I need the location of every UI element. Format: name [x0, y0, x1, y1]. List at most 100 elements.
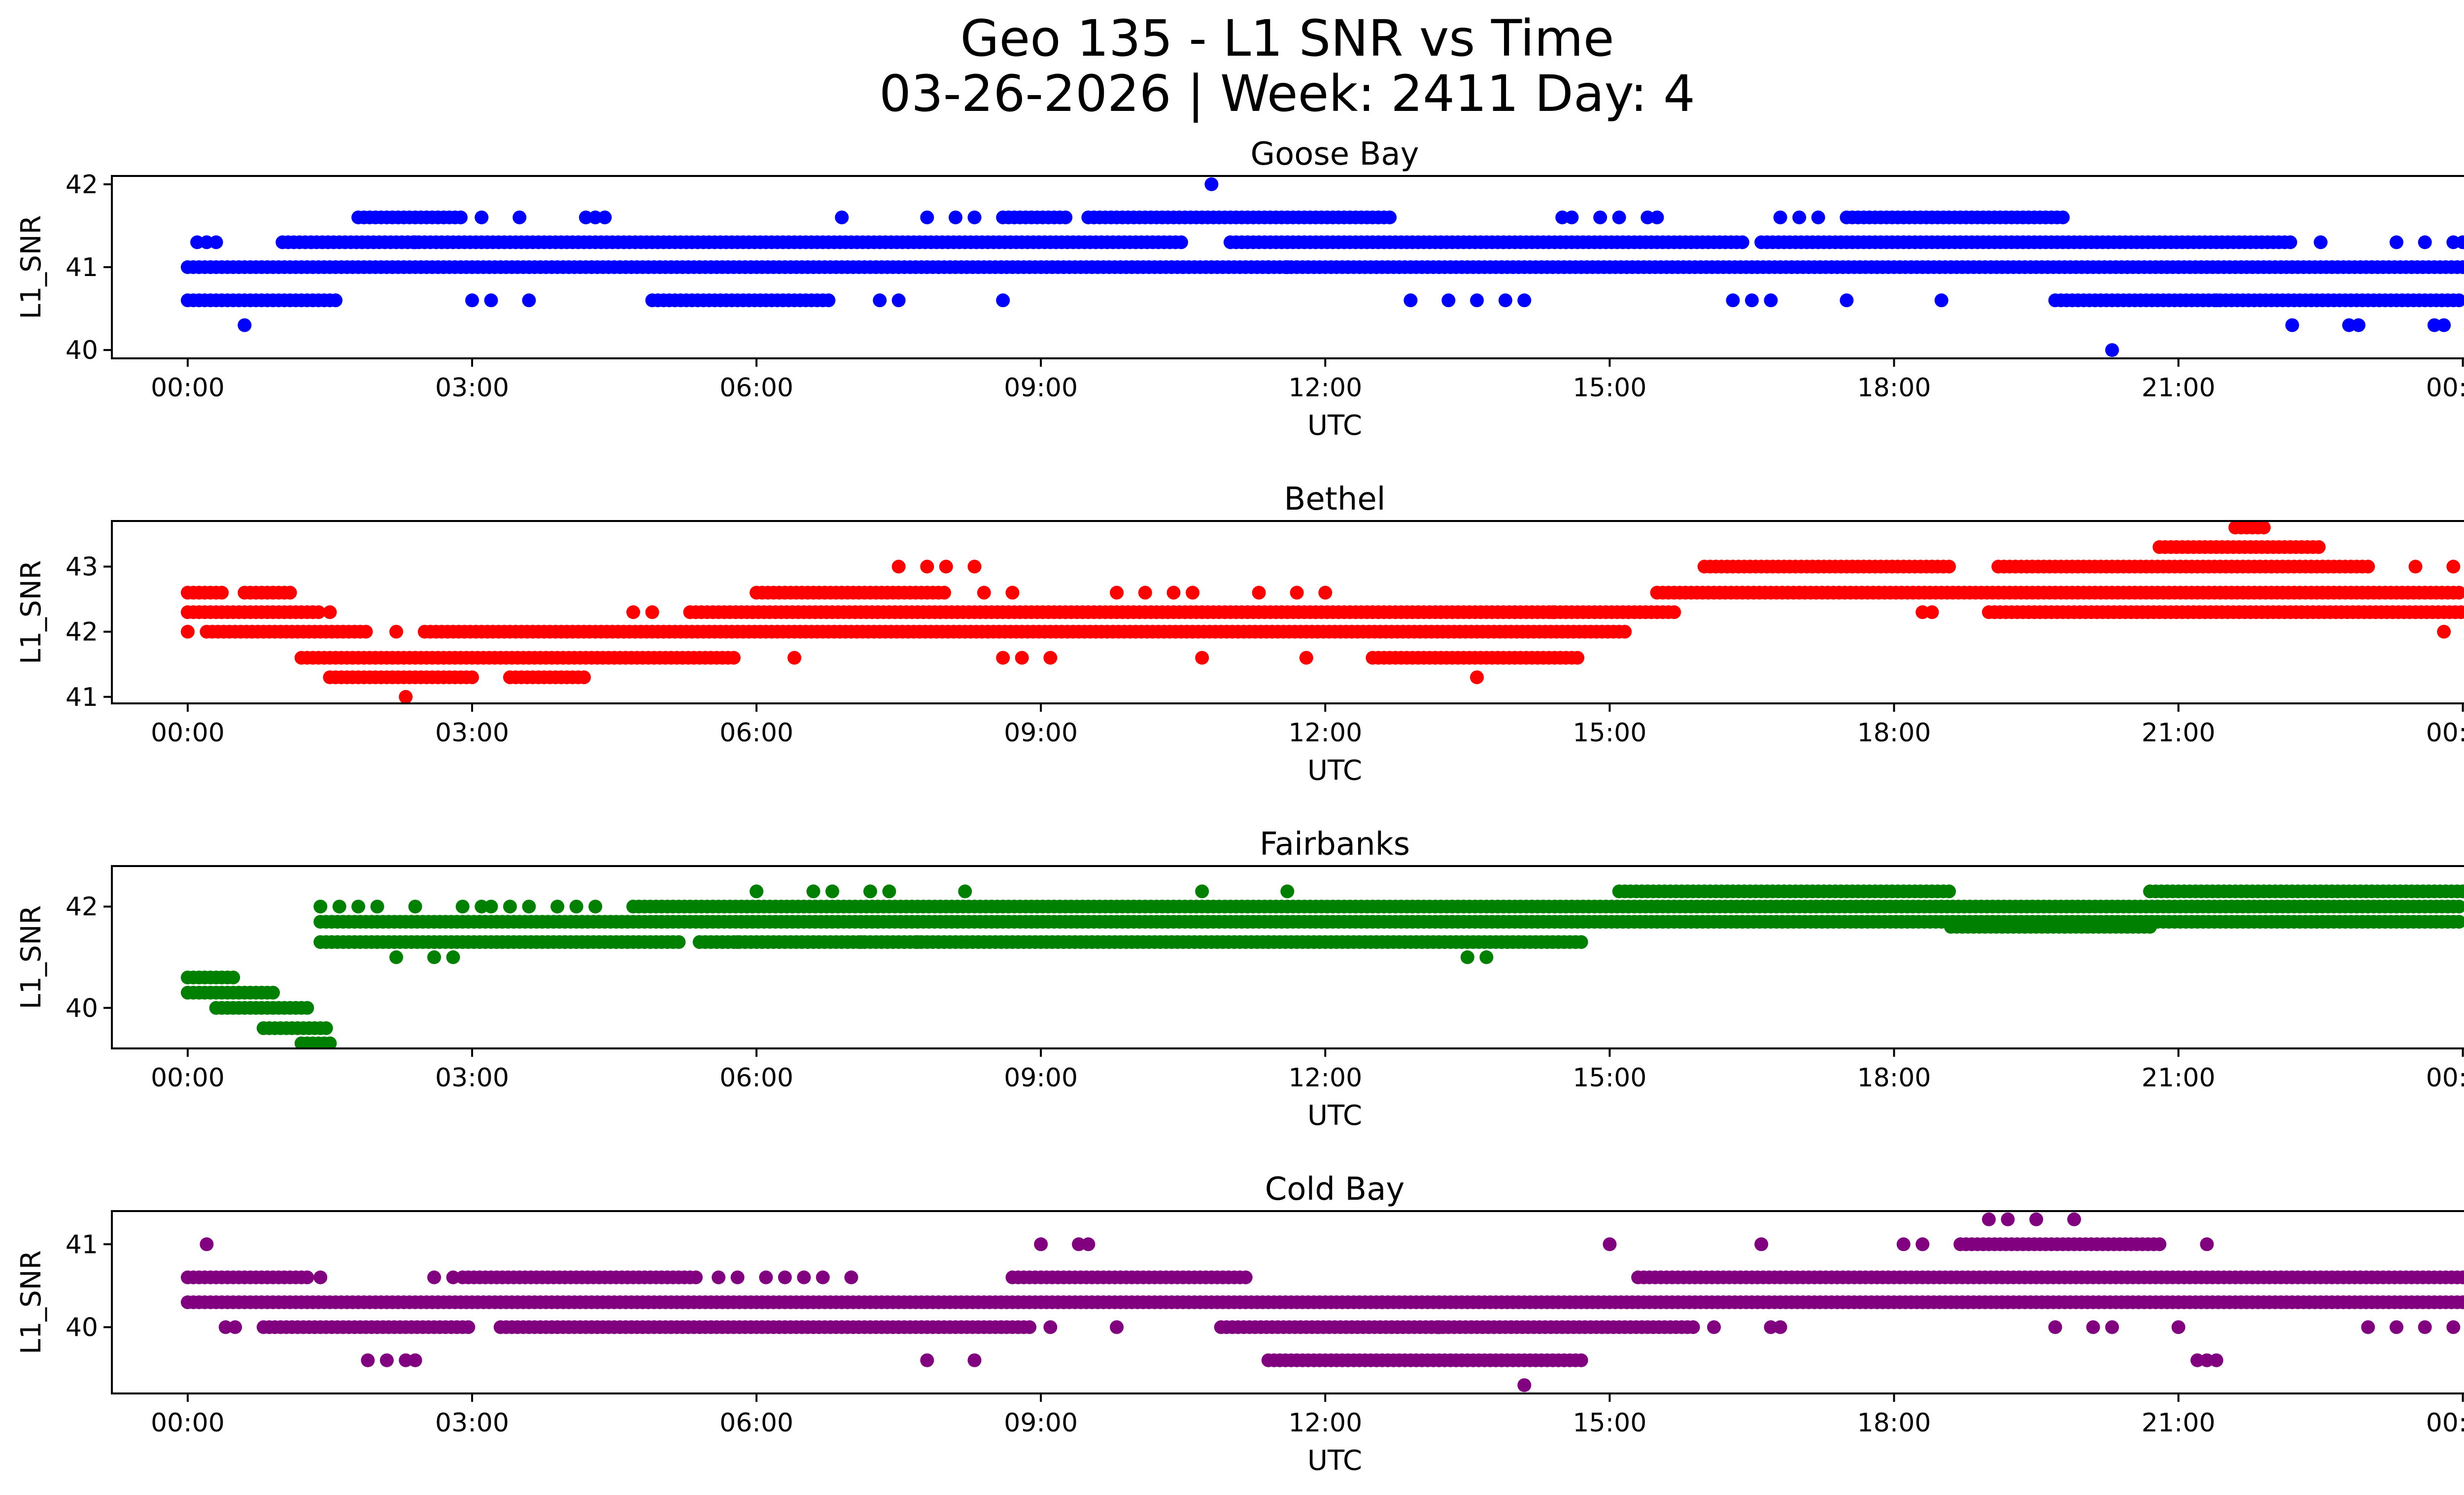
data-point — [1764, 293, 1778, 308]
data-point — [1470, 293, 1484, 308]
x-tick-label: 15:00 — [1573, 1063, 1646, 1093]
data-point — [1942, 884, 1956, 899]
x-tick-label: 15:00 — [1573, 718, 1646, 748]
data-point — [588, 900, 603, 914]
data-point — [379, 1353, 394, 1367]
point-band-2 — [256, 1320, 1700, 1334]
data-point — [465, 293, 479, 308]
data-point — [1059, 210, 1073, 225]
data-point — [1916, 605, 1930, 619]
point-band-5 — [1697, 559, 2375, 574]
point-band-6 — [2153, 540, 2326, 554]
figure-title-line-2: 03-26-2026 | Week: 2411 Day: 4 — [879, 65, 1695, 123]
point-band-6 — [180, 985, 280, 1000]
data-point — [1612, 210, 1626, 225]
data-point — [2209, 1353, 2224, 1367]
data-point — [939, 559, 953, 574]
data-point — [1460, 950, 1474, 964]
data-point — [361, 1353, 375, 1367]
y-tick-label: 43 — [66, 553, 98, 582]
data-point — [2143, 920, 2157, 934]
data-point — [579, 210, 593, 225]
point-band-1 — [275, 235, 2297, 249]
isolated-points — [313, 884, 1494, 964]
data-point — [1195, 884, 1209, 899]
data-point — [1618, 625, 1632, 639]
data-point — [577, 670, 591, 685]
data-point — [1043, 651, 1058, 665]
data-point — [2209, 293, 2224, 308]
x-tick-label: 21:00 — [2142, 1408, 2216, 1438]
data-point — [891, 293, 906, 308]
data-point — [588, 210, 603, 225]
data-point — [835, 210, 849, 225]
data-point — [446, 950, 460, 964]
x-tick-label: 12:00 — [1288, 718, 1362, 748]
data-point — [323, 1036, 337, 1048]
data-point — [475, 900, 489, 914]
data-point — [2048, 1320, 2062, 1334]
data-point — [1261, 260, 1275, 274]
data-point — [759, 1270, 773, 1285]
point-band-3 — [323, 670, 591, 685]
point-band-0 — [180, 1295, 2464, 1309]
data-point — [359, 625, 373, 639]
data-point — [427, 950, 441, 964]
data-point — [446, 1270, 460, 1285]
x-tick-label: 06:00 — [719, 373, 793, 403]
data-point — [2437, 318, 2451, 332]
x-tick-label: 00:00 — [2426, 1408, 2464, 1438]
data-point — [1432, 1320, 1446, 1334]
y-tick-label: 42 — [66, 892, 98, 922]
point-band-4 — [180, 586, 2464, 600]
x-tick-label: 06:00 — [719, 718, 793, 748]
point-band-3 — [351, 210, 2070, 225]
data-point — [2454, 605, 2464, 619]
data-point — [1072, 1237, 1086, 1252]
data-point — [1238, 1270, 1253, 1285]
y-tick-label: 40 — [66, 1313, 98, 1342]
data-point — [389, 950, 404, 964]
point-band-4 — [1953, 1237, 2167, 1252]
point-band-5 — [180, 971, 240, 985]
data-point — [453, 210, 468, 225]
data-point — [2456, 1270, 2464, 1285]
x-tick-label: 15:00 — [1573, 373, 1646, 403]
data-point — [1299, 651, 1313, 665]
x-tick-label: 03:00 — [435, 1063, 509, 1093]
data-point — [2001, 1212, 2015, 1226]
y-axis-label: L1_SNR — [15, 905, 47, 1009]
data-point — [1896, 1237, 1911, 1252]
data-point — [2427, 318, 2441, 332]
x-tick-label: 00:00 — [151, 1408, 225, 1438]
subplot-title: Goose Bay — [1251, 136, 1419, 173]
data-point — [967, 559, 982, 574]
data-point — [1498, 293, 1512, 308]
data-point — [626, 605, 640, 619]
data-point — [200, 1237, 214, 1252]
data-point — [937, 586, 951, 600]
data-point — [389, 625, 404, 639]
data-point — [484, 900, 498, 914]
data-point — [569, 900, 583, 914]
data-point — [1383, 210, 1397, 225]
data-point — [2352, 318, 2365, 332]
data-point — [1375, 1295, 1389, 1309]
data-point — [863, 884, 877, 899]
data-point — [209, 235, 223, 249]
y-axis-label: L1_SNR — [15, 215, 47, 319]
data-point — [1916, 1237, 1930, 1252]
data-point — [2200, 1237, 2214, 1252]
y-tick-label: 41 — [66, 253, 98, 282]
y-tick-label: 42 — [66, 618, 98, 647]
x-tick-label: 00:00 — [2426, 1063, 2464, 1093]
subplot-bethel: 00:00 03:00 06:00 09:00 12:00 15:00 18:00 21:00… — [15, 481, 2464, 787]
data-point — [1204, 177, 1219, 191]
x-tick-label: 12:00 — [1288, 1063, 1362, 1093]
data-point — [2283, 235, 2297, 249]
data-point — [399, 1353, 413, 1367]
x-tick-label: 00:00 — [151, 373, 225, 403]
data-point — [2452, 915, 2464, 929]
point-band-2 — [294, 651, 1584, 665]
